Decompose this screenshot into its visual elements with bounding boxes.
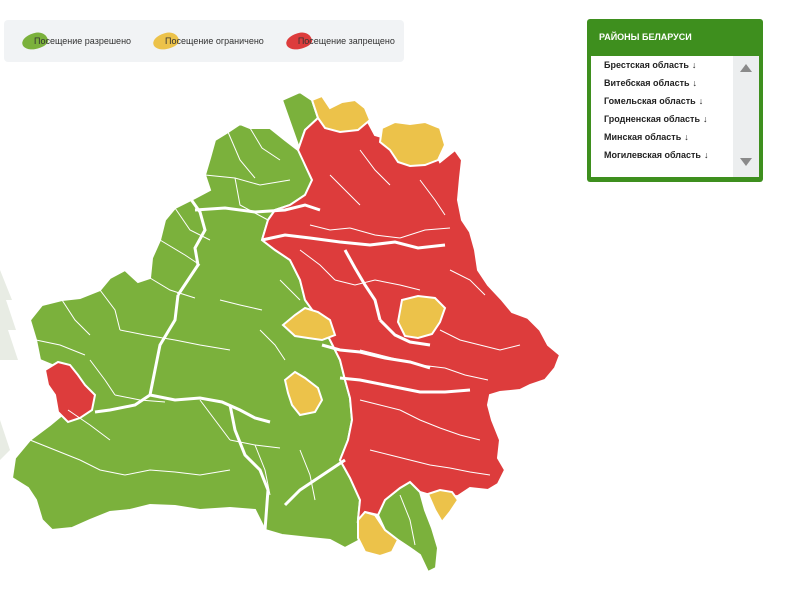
oblast-borders: [94, 197, 471, 531]
legend-allowed-label: Посещение разрешено: [34, 36, 132, 46]
arrow-down-icon: ↓: [684, 132, 689, 142]
region-limited-north1[interactable]: [310, 94, 372, 134]
legend-allowed[interactable]: Посещение разрешено: [20, 30, 132, 52]
list-scrollbar[interactable]: [733, 56, 759, 177]
region-label: Минская область: [604, 132, 682, 142]
scroll-up-icon[interactable]: [740, 64, 752, 72]
arrow-down-icon: ↓: [692, 78, 698, 88]
region-label: Могилевская область: [604, 150, 701, 160]
region-forbidden-west[interactable]: [43, 360, 97, 424]
scroll-down-icon[interactable]: [740, 158, 752, 166]
region-label: Гродненская область: [604, 114, 700, 124]
region-item-grodno[interactable]: Гродненская область ↓: [604, 114, 734, 125]
limited-zones: [281, 94, 460, 558]
arrow-down-icon: ↓: [691, 60, 697, 70]
region-item-minsk[interactable]: Минская область ↓: [604, 132, 734, 143]
arrow-down-icon: ↓: [703, 114, 708, 124]
background-trees: [0, 270, 18, 460]
region-limited-north2[interactable]: [378, 120, 447, 168]
region-label: Гомельская область: [604, 96, 696, 106]
arrow-down-icon: ↓: [703, 150, 709, 160]
district-borders: [29, 127, 521, 546]
legend-limited[interactable]: Посещение ограничено: [151, 30, 264, 52]
map-legend: Посещение разрешено Посещение ограничено…: [4, 20, 404, 62]
region-label: Витебская область: [604, 78, 690, 88]
legend-limited-label: Посещение ограничено: [165, 36, 264, 46]
region-limited-south1[interactable]: [357, 510, 400, 558]
region-label: Брестская область: [604, 60, 689, 70]
legend-forbidden-label: Посещение запрещено: [297, 36, 395, 46]
region-item-gomel[interactable]: Гомельская область ↓: [604, 96, 734, 107]
region-item-mogilev[interactable]: Могилевская область ↓: [604, 150, 734, 161]
region-limited-center[interactable]: [281, 306, 337, 342]
panel-title: РАЙОНЫ БЕЛАРУСИ: [599, 32, 692, 42]
region-limited-south2[interactable]: [426, 488, 460, 524]
region-limited-center-east[interactable]: [396, 294, 447, 340]
belarus-map: [0, 90, 562, 574]
regions-list: Брестская область ↓ Витебская область ↓ Го…: [591, 56, 734, 161]
regions-list-box[interactable]: Брестская область ↓ Витебская область ↓ Го…: [591, 56, 759, 177]
legend-forbidden[interactable]: Посещение запрещено: [284, 30, 395, 52]
region-limited-south-center[interactable]: [283, 370, 324, 417]
regions-panel: РАЙОНЫ БЕЛАРУСИ Брестская область ↓ Витеб…: [587, 19, 763, 182]
region-item-vitebsk[interactable]: Витебская область ↓: [604, 78, 734, 89]
region-item-brest[interactable]: Брестская область ↓: [604, 60, 734, 71]
arrow-down-icon: ↓: [698, 96, 704, 106]
